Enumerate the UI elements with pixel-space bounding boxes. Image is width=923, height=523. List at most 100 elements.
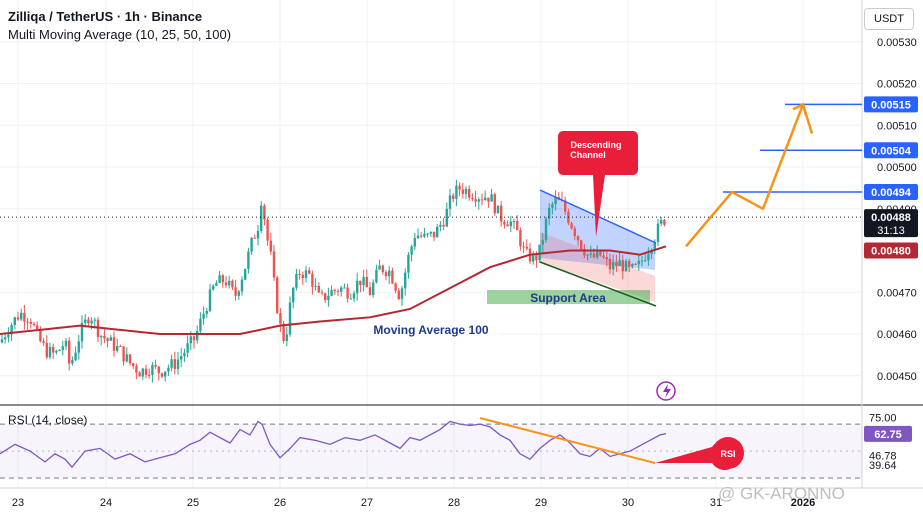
candle-body <box>301 274 304 279</box>
candle-body <box>455 185 458 199</box>
candle-body <box>218 275 221 283</box>
candle-body <box>39 329 42 342</box>
candle-body <box>589 253 592 255</box>
time-tick-label: 27 <box>361 497 373 509</box>
candle-body <box>276 277 279 314</box>
candle-body <box>352 293 356 299</box>
candle-body <box>644 260 647 262</box>
candle-body <box>608 258 612 270</box>
candle-body <box>458 185 461 190</box>
price-tick-label: 0.00510 <box>877 120 917 132</box>
candle-body <box>266 219 269 241</box>
annotations-back <box>487 190 655 304</box>
candle-body <box>637 260 640 265</box>
price-badge-value: 0.00488 <box>871 212 911 224</box>
candle-body <box>618 260 621 267</box>
candle-body <box>237 291 240 296</box>
candle-body <box>132 363 135 367</box>
candle-body <box>333 289 336 291</box>
candle-body <box>429 231 432 234</box>
candle-body <box>461 189 464 194</box>
rsi-callout-label: RSI <box>720 449 735 459</box>
price-badge[interactable] <box>864 209 918 238</box>
candle-body <box>77 341 80 353</box>
candle-body <box>336 290 340 292</box>
price-badge[interactable] <box>864 242 918 259</box>
candle-body <box>330 289 333 296</box>
candle-body <box>573 228 576 237</box>
time-tick-label: 24 <box>100 497 112 509</box>
candle-body <box>292 287 295 303</box>
price-badge-value: 0.00515 <box>871 99 911 111</box>
candle-body <box>180 356 183 360</box>
candle-body <box>439 224 442 227</box>
rsi-current-badge[interactable] <box>864 425 912 442</box>
candle-body <box>448 195 452 209</box>
price-badge[interactable] <box>864 96 918 113</box>
rsi-current-value: 62.75 <box>874 429 902 441</box>
candle-body <box>80 323 84 342</box>
currency-button[interactable]: USDT <box>864 8 914 30</box>
candle-body <box>468 189 471 198</box>
candle-body <box>324 293 327 301</box>
candle-body <box>148 374 151 376</box>
candle-body <box>128 354 132 364</box>
candle-body <box>551 204 554 208</box>
rsi-divergence-line <box>479 417 656 464</box>
candle-body <box>154 364 157 367</box>
price-badge[interactable] <box>864 184 918 201</box>
candle-body <box>138 372 141 377</box>
candle-body <box>477 199 480 202</box>
candle-body <box>90 320 93 324</box>
candle-body <box>279 313 282 324</box>
candle-body <box>212 285 215 290</box>
candle-body <box>519 230 522 247</box>
candles <box>0 179 666 383</box>
lightning-icon-glyph <box>663 384 671 398</box>
candle-body <box>125 354 128 362</box>
candle-body <box>320 292 324 294</box>
candle-body <box>224 282 228 286</box>
time-tick-label: 28 <box>448 497 460 509</box>
candle-body <box>503 221 506 225</box>
candle-body <box>612 262 615 270</box>
candle-body <box>426 233 429 235</box>
candle-body <box>7 334 10 338</box>
candle-body <box>391 270 394 284</box>
price-badge[interactable] <box>864 142 918 159</box>
candle-body <box>29 321 32 324</box>
candle-body <box>388 270 391 277</box>
indicator-title[interactable]: Multi Moving Average (10, 25, 50, 100) <box>8 27 232 42</box>
symbol-title[interactable]: Zilliqa / TetherUS · 1h · Binance <box>8 9 203 24</box>
candle-body <box>48 346 52 358</box>
candle-body <box>103 335 106 339</box>
candle-body <box>381 265 384 273</box>
price-tick-label: 0.00530 <box>877 37 917 49</box>
candle-body <box>525 246 528 249</box>
candle-body <box>570 223 573 229</box>
candle-body <box>208 289 212 312</box>
candle-body <box>356 280 359 294</box>
candle-body <box>45 342 48 358</box>
candle-body <box>372 282 375 296</box>
rsi-tick-label: 75.00 <box>869 412 897 424</box>
candle-body <box>650 250 653 254</box>
candle-body <box>615 262 618 267</box>
candle-body <box>173 359 176 369</box>
candle-body <box>247 251 250 269</box>
price-tick-label: 0.00460 <box>877 329 917 341</box>
moving-average-100-line <box>0 245 667 336</box>
candle-body <box>263 205 266 220</box>
candle-body <box>84 319 87 324</box>
candle-body <box>304 270 308 279</box>
candle-body <box>10 324 13 335</box>
candle-body <box>509 221 512 227</box>
candle-body <box>52 346 55 353</box>
candle-body <box>548 207 551 219</box>
candle-body <box>484 197 487 201</box>
price-badge-value: 0.00480 <box>871 246 911 258</box>
candle-body <box>416 235 420 239</box>
candle-body <box>151 364 154 375</box>
